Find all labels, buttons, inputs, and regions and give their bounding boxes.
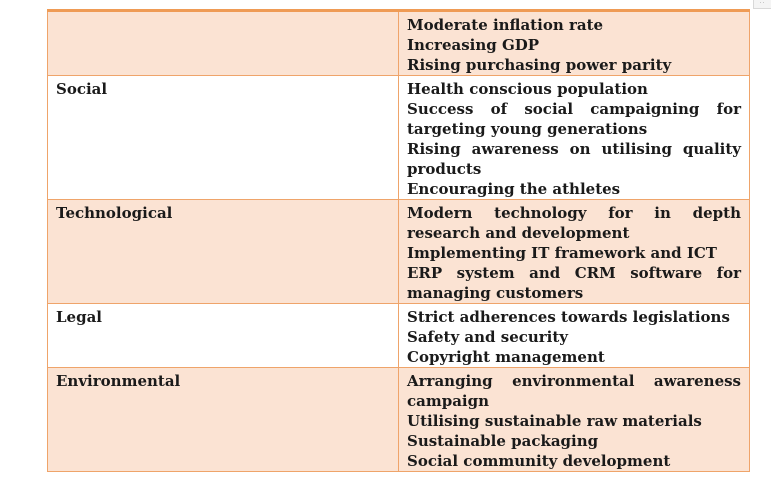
factor-cell: Legal	[47, 303, 399, 368]
point-text: Rising awareness on utilising quality pr…	[407, 140, 741, 178]
table-row-economic: Moderate inflation rate Increasing GDP R…	[47, 10, 750, 76]
point-text: Encouraging the athletes	[407, 180, 621, 198]
point-text: Sustainable packaging	[407, 432, 599, 450]
table-row-environmental: Environmental Arranging environmental aw…	[47, 367, 750, 472]
factor-cell: Environmental	[47, 367, 399, 472]
page-corner-handle: ··	[753, 0, 771, 9]
point-text: Safety and security	[407, 328, 569, 346]
point-text: Arranging environmental awareness campai…	[407, 372, 741, 410]
points-cell: Health conscious population Success of s…	[398, 75, 750, 200]
point-text: Success of social campaigning for target…	[407, 100, 741, 138]
factor-cell	[47, 10, 399, 76]
point-text: Increasing GDP	[407, 36, 540, 54]
point-text: Health conscious population	[407, 80, 648, 98]
point-text: Moderate inflation rate	[407, 16, 604, 34]
point-text: Implementing IT framework and ICT	[407, 244, 717, 262]
point-text: Strict adherences towards legislations	[407, 308, 730, 326]
points-cell: Moderate inflation rate Increasing GDP R…	[398, 10, 750, 76]
pestle-table: Moderate inflation rate Increasing GDP R…	[47, 9, 750, 472]
factor-cell: Technological	[47, 199, 399, 304]
point-text: Utilising sustainable raw materials	[407, 412, 702, 430]
points-cell: Modern technology for in depth research …	[398, 199, 750, 304]
points-cell: Strict adherences towards legislations S…	[398, 303, 750, 368]
point-text: ERP system and CRM software for managing…	[407, 264, 741, 302]
point-text: Modern technology for in depth research …	[407, 204, 741, 242]
table-row-legal: Legal Strict adherences towards legislat…	[47, 303, 750, 368]
table-row-social: Social Health conscious population Succe…	[47, 75, 750, 200]
point-text: Rising purchasing power parity	[407, 56, 672, 74]
table-row-technological: Technological Modern technology for in d…	[47, 199, 750, 304]
point-text: Social community development	[407, 452, 671, 470]
points-cell: Arranging environmental awareness campai…	[398, 367, 750, 472]
point-text: Copyright management	[407, 348, 605, 366]
factor-cell: Social	[47, 75, 399, 200]
